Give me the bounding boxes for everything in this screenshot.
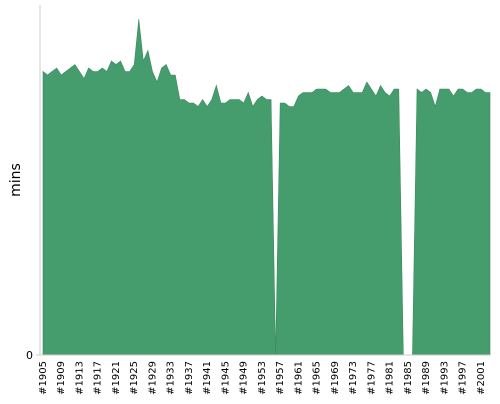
- x-tick-label: #1917: [93, 361, 104, 395]
- area: [42, 18, 491, 356]
- y-axis-label: mins: [8, 163, 24, 197]
- x-tick-label: #1985: [403, 361, 414, 395]
- x-tick-label: #1989: [421, 361, 432, 395]
- x-tick-label: #1913: [74, 361, 85, 395]
- x-tick-label: #2001: [476, 361, 487, 395]
- x-tick-label: #1981: [385, 361, 396, 395]
- x-tick-label: #1961: [293, 361, 304, 395]
- x-tick-label: #1949: [239, 361, 250, 395]
- x-tick-label: #1929: [147, 361, 158, 395]
- x-tick-label: #1997: [458, 361, 469, 395]
- x-tick-label: #1933: [166, 361, 177, 395]
- x-tick-label: #1945: [220, 361, 231, 395]
- x-tick-label: #1941: [202, 361, 213, 395]
- x-tick-label: #1937: [184, 361, 195, 395]
- x-tick-label: #1969: [330, 361, 341, 395]
- x-tick-label: #1993: [439, 361, 450, 395]
- x-tick-label: #1925: [129, 361, 140, 395]
- x-tick-label: #1965: [312, 361, 323, 395]
- x-tick-label: #1957: [275, 361, 286, 395]
- x-tick-label: #1977: [366, 361, 377, 395]
- x-tick-label: #1921: [111, 361, 122, 395]
- x-tick-label: #1909: [56, 361, 67, 395]
- x-tick-label: #1905: [38, 361, 49, 395]
- x-tick-label: #1973: [348, 361, 359, 395]
- x-tick-label: #1953: [257, 361, 268, 395]
- y-tick-label: 0: [26, 349, 33, 362]
